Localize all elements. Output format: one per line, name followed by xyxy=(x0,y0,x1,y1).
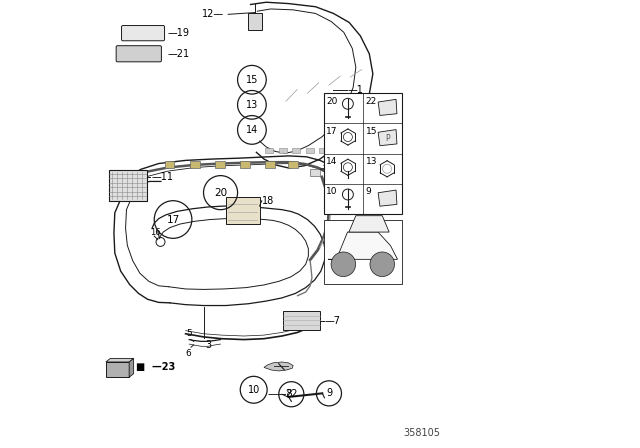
Text: ■  —23: ■ —23 xyxy=(136,362,175,372)
Polygon shape xyxy=(349,215,389,232)
Text: 22: 22 xyxy=(365,97,377,106)
Polygon shape xyxy=(378,99,397,116)
FancyBboxPatch shape xyxy=(310,169,320,176)
Text: 13: 13 xyxy=(365,157,377,166)
Circle shape xyxy=(331,252,356,276)
FancyBboxPatch shape xyxy=(266,161,275,168)
Text: —21: —21 xyxy=(168,49,190,59)
Text: 4: 4 xyxy=(341,188,347,198)
Text: 20: 20 xyxy=(326,97,338,106)
Text: 15: 15 xyxy=(365,127,377,136)
Text: 10: 10 xyxy=(248,385,260,395)
FancyBboxPatch shape xyxy=(279,148,287,153)
FancyBboxPatch shape xyxy=(240,161,250,168)
Polygon shape xyxy=(264,362,293,371)
FancyBboxPatch shape xyxy=(164,161,174,168)
Polygon shape xyxy=(328,232,397,259)
FancyBboxPatch shape xyxy=(248,13,262,30)
Text: 3: 3 xyxy=(205,340,211,349)
FancyBboxPatch shape xyxy=(292,148,300,153)
FancyBboxPatch shape xyxy=(324,220,402,284)
Text: 10: 10 xyxy=(326,187,338,197)
FancyBboxPatch shape xyxy=(226,197,260,224)
Text: 4: 4 xyxy=(339,190,345,200)
Polygon shape xyxy=(378,190,397,206)
Text: 9: 9 xyxy=(365,187,371,197)
Text: 17: 17 xyxy=(166,215,180,224)
Polygon shape xyxy=(106,358,134,362)
FancyBboxPatch shape xyxy=(288,161,298,168)
Text: —1: —1 xyxy=(348,85,364,95)
FancyBboxPatch shape xyxy=(215,161,225,168)
Polygon shape xyxy=(129,358,134,377)
FancyBboxPatch shape xyxy=(284,311,320,330)
Text: P: P xyxy=(385,134,389,143)
Polygon shape xyxy=(378,129,397,146)
FancyBboxPatch shape xyxy=(266,148,273,153)
Text: 20: 20 xyxy=(214,188,227,198)
Text: 9: 9 xyxy=(326,388,332,398)
FancyBboxPatch shape xyxy=(106,362,129,377)
Text: ——8: ——8 xyxy=(267,389,292,399)
Text: —11: —11 xyxy=(152,172,174,182)
Text: 12—: 12— xyxy=(202,9,223,19)
FancyBboxPatch shape xyxy=(190,161,200,168)
Text: 17: 17 xyxy=(326,127,338,136)
Text: 16: 16 xyxy=(150,228,161,237)
Text: 15: 15 xyxy=(246,75,258,85)
Circle shape xyxy=(370,252,394,276)
FancyBboxPatch shape xyxy=(319,148,327,153)
Text: 14: 14 xyxy=(246,125,258,135)
FancyBboxPatch shape xyxy=(116,46,161,62)
Text: 14: 14 xyxy=(326,157,338,166)
Text: —7: —7 xyxy=(324,316,340,326)
FancyBboxPatch shape xyxy=(324,93,402,214)
Text: 358105: 358105 xyxy=(403,428,440,438)
Text: —2: —2 xyxy=(323,161,337,170)
Text: 5: 5 xyxy=(186,329,192,338)
Text: 13: 13 xyxy=(246,100,258,110)
FancyBboxPatch shape xyxy=(306,148,314,153)
Text: 18: 18 xyxy=(262,196,274,206)
Text: 6: 6 xyxy=(186,349,191,358)
FancyBboxPatch shape xyxy=(122,26,164,41)
Text: —19: —19 xyxy=(168,28,189,38)
FancyBboxPatch shape xyxy=(109,170,147,201)
Text: 22: 22 xyxy=(285,389,298,399)
